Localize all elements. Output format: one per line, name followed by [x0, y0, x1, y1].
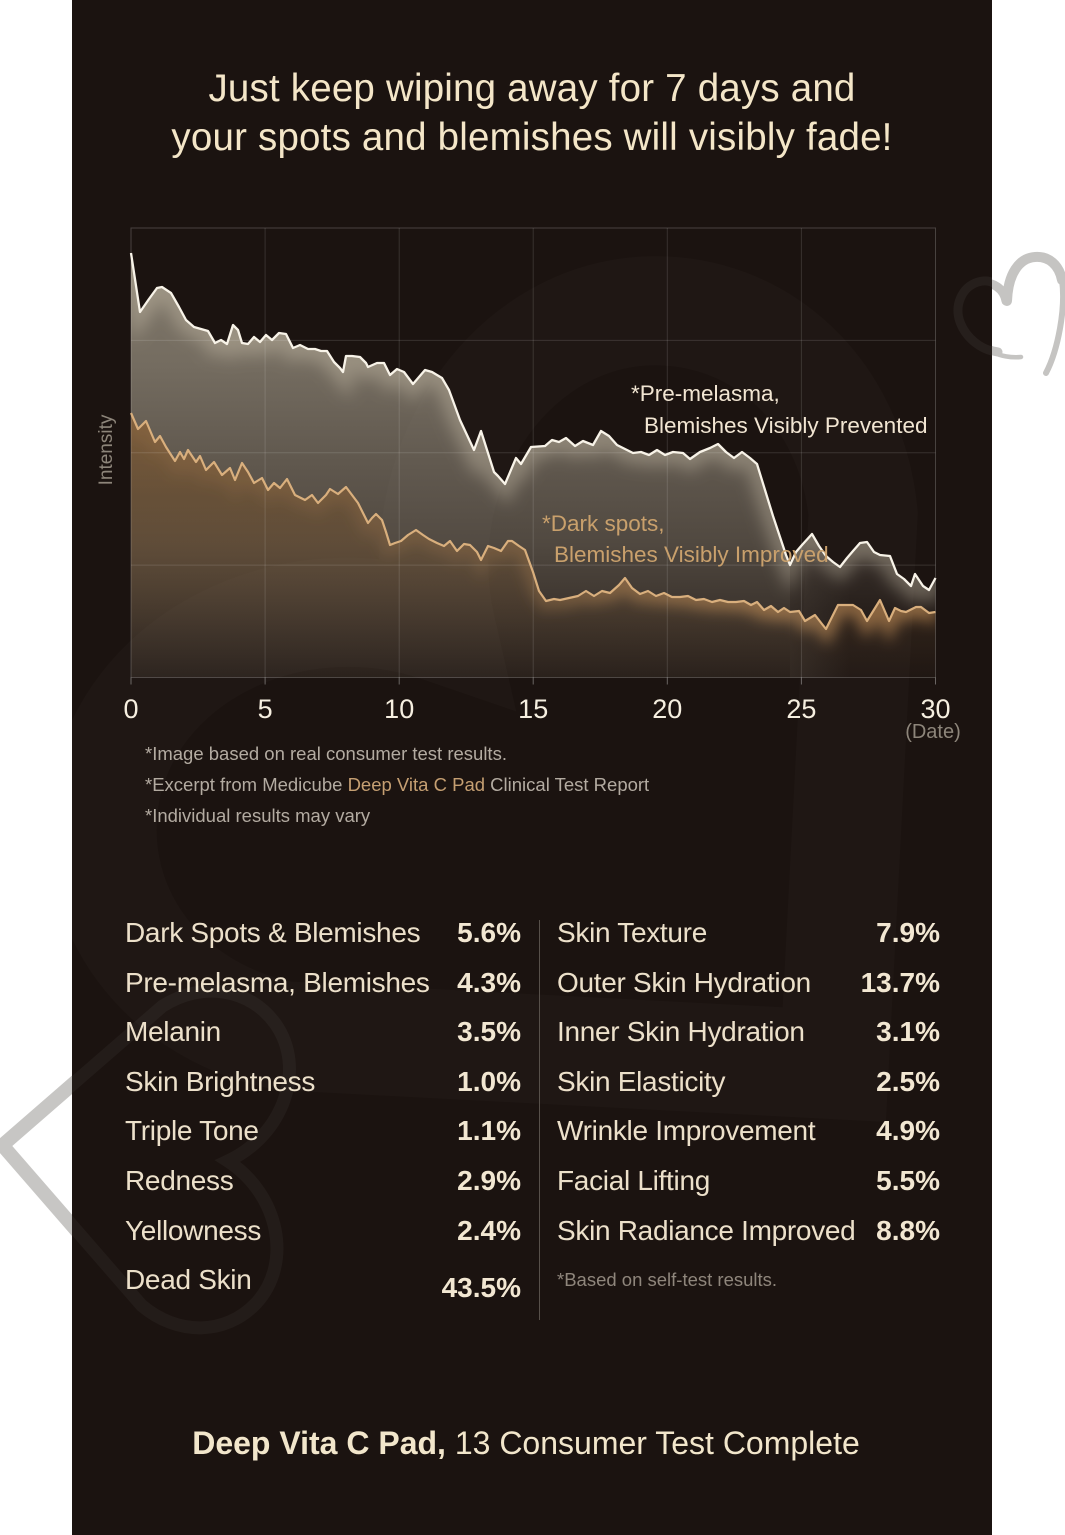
- svg-text:15: 15: [518, 694, 548, 724]
- svg-text:10: 10: [384, 694, 414, 724]
- svg-text:30: 30: [920, 694, 950, 724]
- svg-text:5: 5: [258, 694, 273, 724]
- svg-text:25: 25: [786, 694, 816, 724]
- svg-text:*Pre-melasma,: *Pre-melasma,: [631, 381, 780, 406]
- svg-text:Intensity: Intensity: [96, 414, 117, 485]
- svg-text:0: 0: [123, 694, 138, 724]
- svg-text:Blemishes Visibly Improved: Blemishes Visibly Improved: [554, 542, 829, 567]
- svg-text:Blemishes Visibly Prevented: Blemishes Visibly Prevented: [644, 413, 927, 438]
- svg-text:(Date): (Date): [905, 721, 961, 743]
- svg-text:*Dark spots,: *Dark spots,: [542, 511, 665, 536]
- svg-text:20: 20: [652, 694, 682, 724]
